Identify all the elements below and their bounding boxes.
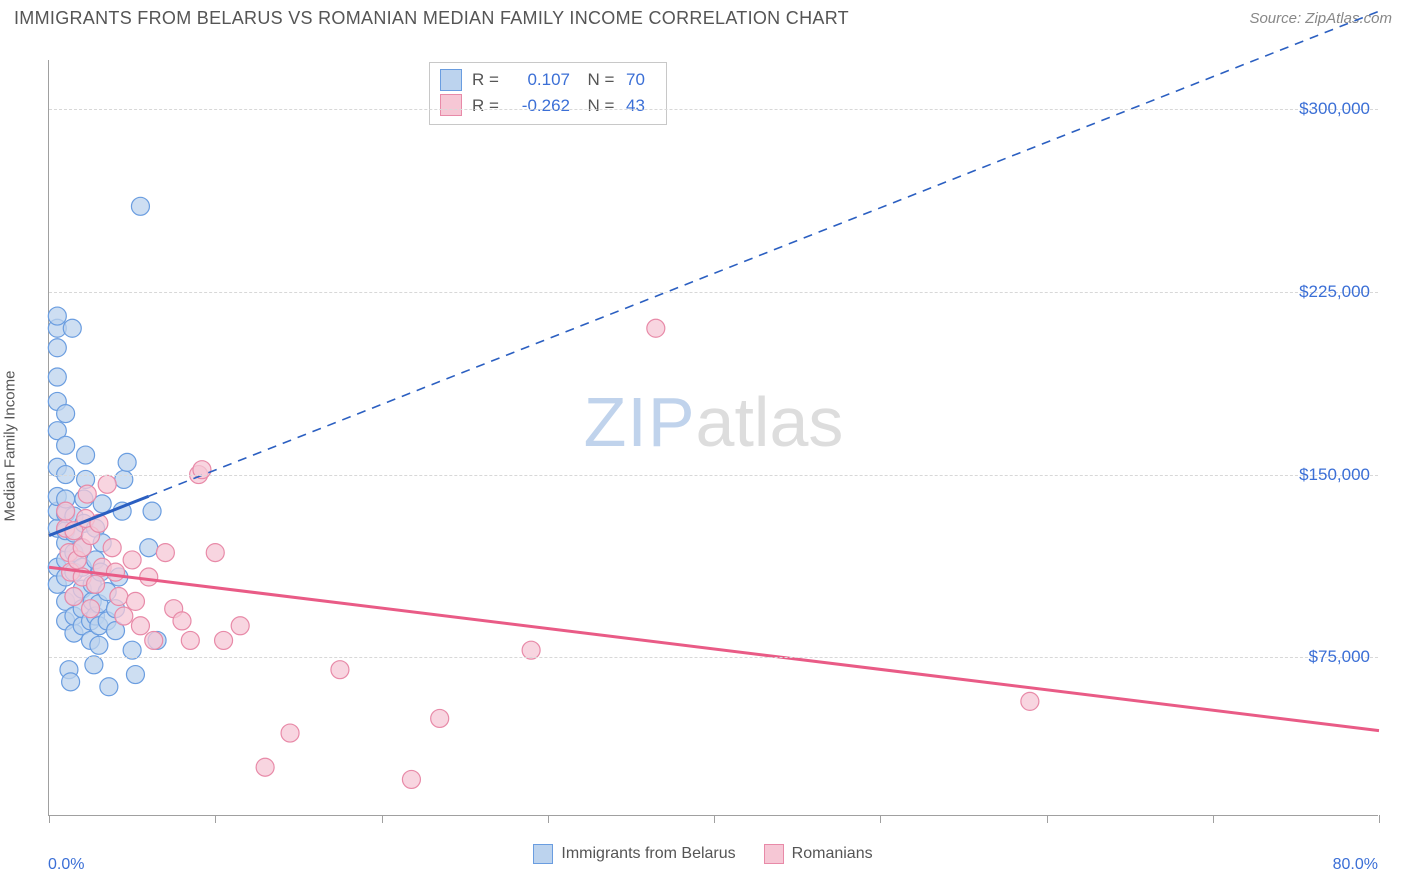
legend-n-label: N = [586, 67, 616, 93]
legend-row-romanians: R = -0.262 N = 43 [440, 93, 656, 119]
legend-swatch-romanians [764, 844, 784, 864]
legend-swatch-belarus [533, 844, 553, 864]
chart-title: IMMIGRANTS FROM BELARUS VS ROMANIAN MEDI… [14, 8, 849, 29]
legend-swatch-romanians [440, 94, 462, 116]
y-tick-label: $75,000 [1309, 647, 1370, 667]
legend-n-label: N = [586, 93, 616, 119]
legend-label-belarus: Immigrants from Belarus [561, 845, 735, 863]
legend-series: Immigrants from Belarus Romanians [0, 844, 1406, 864]
legend-r-value-romanians: -0.262 [510, 93, 570, 119]
legend-n-value-belarus: 70 [626, 67, 656, 93]
legend-r-label: R = [472, 93, 500, 119]
y-tick-label: $300,000 [1299, 99, 1370, 119]
legend-item-belarus: Immigrants from Belarus [533, 844, 735, 864]
legend-label-romanians: Romanians [792, 845, 873, 863]
y-tick-label: $150,000 [1299, 465, 1370, 485]
legend-r-label: R = [472, 67, 500, 93]
y-axis-label: Median Family Income [2, 371, 19, 522]
legend-correlation: R = 0.107 N = 70 R = -0.262 N = 43 [429, 62, 667, 125]
source-label: Source: ZipAtlas.com [1249, 10, 1392, 27]
scatter-chart [49, 60, 1378, 815]
plot-area: ZIPatlas R = 0.107 N = 70 R = -0.262 N =… [48, 60, 1378, 816]
y-tick-label: $225,000 [1299, 282, 1370, 302]
legend-swatch-belarus [440, 69, 462, 91]
legend-n-value-romanians: 43 [626, 93, 656, 119]
legend-r-value-belarus: 0.107 [510, 67, 570, 93]
legend-item-romanians: Romanians [764, 844, 873, 864]
legend-row-belarus: R = 0.107 N = 70 [440, 67, 656, 93]
